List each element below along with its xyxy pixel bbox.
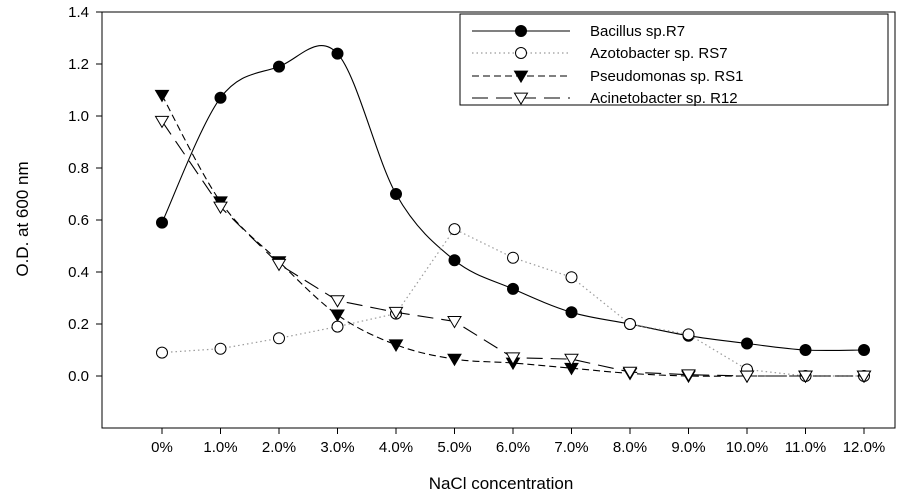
data-point (331, 47, 344, 60)
data-point (741, 337, 753, 350)
data-point (564, 353, 579, 367)
data-point (565, 306, 578, 319)
data-point (507, 251, 519, 264)
data-point (330, 295, 345, 308)
y-tick-label: 1.2 (68, 56, 89, 73)
legend-marker (515, 25, 527, 37)
y-tick-label: 0.2 (68, 316, 89, 333)
data-point (565, 271, 578, 284)
data-point (154, 115, 170, 129)
data-point (622, 366, 638, 380)
x-tick-label: 11.0% (785, 439, 826, 456)
x-tick-label: 5.0% (437, 439, 471, 456)
data-point (273, 60, 285, 73)
x-tick-label: 2.0% (262, 439, 296, 456)
data-point (388, 306, 404, 320)
series-2 (154, 89, 872, 384)
y-tick-label: 0.0 (68, 368, 89, 385)
data-point (624, 318, 636, 330)
data-point (156, 216, 168, 229)
data-point (214, 91, 227, 104)
data-point (330, 309, 345, 323)
data-point (507, 282, 519, 295)
x-tick-label: 8.0% (613, 439, 647, 456)
data-point (799, 344, 812, 356)
data-point (739, 370, 755, 384)
legend-box (459, 13, 889, 106)
legend: Bacillus sp.R7 Azotobacter sp. RS7 Pseudom… (459, 13, 889, 107)
legend-marker (515, 47, 527, 59)
legend-label: Azotobacter sp. RS7 (590, 45, 728, 62)
y-axis-title: O.D. at 600 nm (13, 161, 32, 276)
data-point (331, 320, 344, 333)
series-3 (154, 115, 872, 384)
x-tick-label: 9.0% (671, 439, 705, 456)
data-point (681, 369, 696, 382)
series-layer (154, 45, 872, 384)
x-tick-label: 7.0% (554, 439, 588, 456)
data-point (390, 188, 402, 200)
x-tick-label: 4.0% (379, 439, 413, 456)
x-tick-label: 12.0% (843, 439, 886, 456)
x-tick-label: 3.0% (320, 439, 354, 456)
data-point (214, 342, 227, 355)
data-point (213, 201, 228, 215)
data-point (856, 370, 872, 384)
data-point (271, 258, 287, 272)
legend-marker (513, 70, 529, 84)
x-axis-title: NaCl concentration (429, 474, 574, 493)
x-tick-label: 0% (151, 439, 173, 456)
data-point (273, 332, 285, 345)
data-point (798, 370, 813, 384)
legend-marker (513, 92, 529, 106)
legend-label: Bacillus sp.R7 (590, 23, 685, 40)
x-tick-label: 10.0% (726, 439, 769, 456)
data-point (448, 223, 461, 236)
data-point (682, 328, 695, 341)
series-line (161, 94, 864, 377)
y-tick-label: 0.4 (68, 264, 89, 281)
series-line (161, 120, 864, 377)
x-tick-label: 1.0% (203, 439, 237, 456)
y-tick-label: 0.6 (68, 212, 89, 229)
data-point (154, 89, 170, 103)
data-point (505, 352, 521, 365)
series-line (161, 45, 865, 352)
data-point (388, 339, 404, 352)
legend-label: Acinetobacter sp. R12 (590, 90, 738, 107)
y-tick-label: 0.8 (68, 160, 89, 177)
y-tick-label: 1.4 (68, 4, 89, 21)
x-tick-label: 6.0% (496, 439, 530, 456)
chart-axes: 0.0 0.2 0.4 0.6 0.8 1.0 1.2 1.4 0% 1.0% 2.0% 3.0% 4.… (68, 4, 896, 456)
data-point (447, 316, 462, 329)
data-point (858, 344, 870, 356)
data-point (447, 353, 462, 367)
data-point (448, 254, 461, 267)
y-tick-label: 1.0 (68, 108, 89, 125)
data-point (156, 346, 168, 359)
legend-label: Pseudomonas sp. RS1 (590, 68, 743, 85)
